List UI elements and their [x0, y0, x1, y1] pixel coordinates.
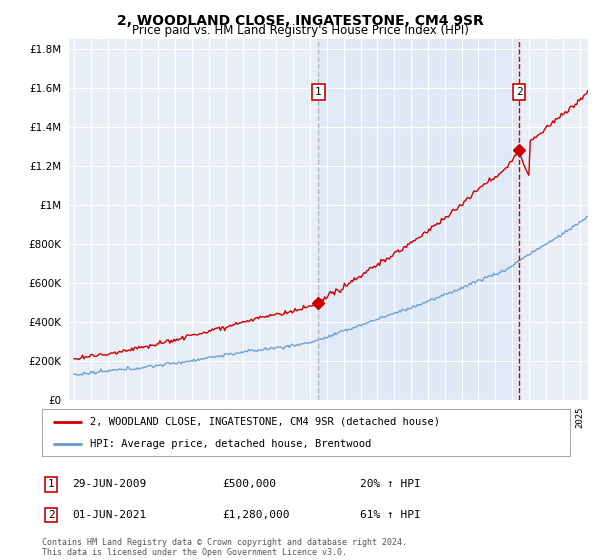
Text: 2: 2	[516, 87, 523, 97]
Bar	[319, 39, 519, 400]
Text: 2: 2	[47, 510, 55, 520]
Text: £500,000: £500,000	[222, 479, 276, 489]
Text: £1,280,000: £1,280,000	[222, 510, 290, 520]
Text: 01-JUN-2021: 01-JUN-2021	[72, 510, 146, 520]
Text: HPI: Average price, detached house, Brentwood: HPI: Average price, detached house, Bren…	[89, 438, 371, 449]
Text: Price paid vs. HM Land Registry's House Price Index (HPI): Price paid vs. HM Land Registry's House …	[131, 24, 469, 37]
Text: 2, WOODLAND CLOSE, INGATESTONE, CM4 9SR: 2, WOODLAND CLOSE, INGATESTONE, CM4 9SR	[116, 14, 484, 28]
Text: 29-JUN-2009: 29-JUN-2009	[72, 479, 146, 489]
Text: 1: 1	[315, 87, 322, 97]
Text: Contains HM Land Registry data © Crown copyright and database right 2024.
This d: Contains HM Land Registry data © Crown c…	[42, 538, 407, 557]
Text: 20% ↑ HPI: 20% ↑ HPI	[360, 479, 421, 489]
Text: 1: 1	[47, 479, 55, 489]
Text: 2, WOODLAND CLOSE, INGATESTONE, CM4 9SR (detached house): 2, WOODLAND CLOSE, INGATESTONE, CM4 9SR …	[89, 417, 440, 427]
Text: 61% ↑ HPI: 61% ↑ HPI	[360, 510, 421, 520]
